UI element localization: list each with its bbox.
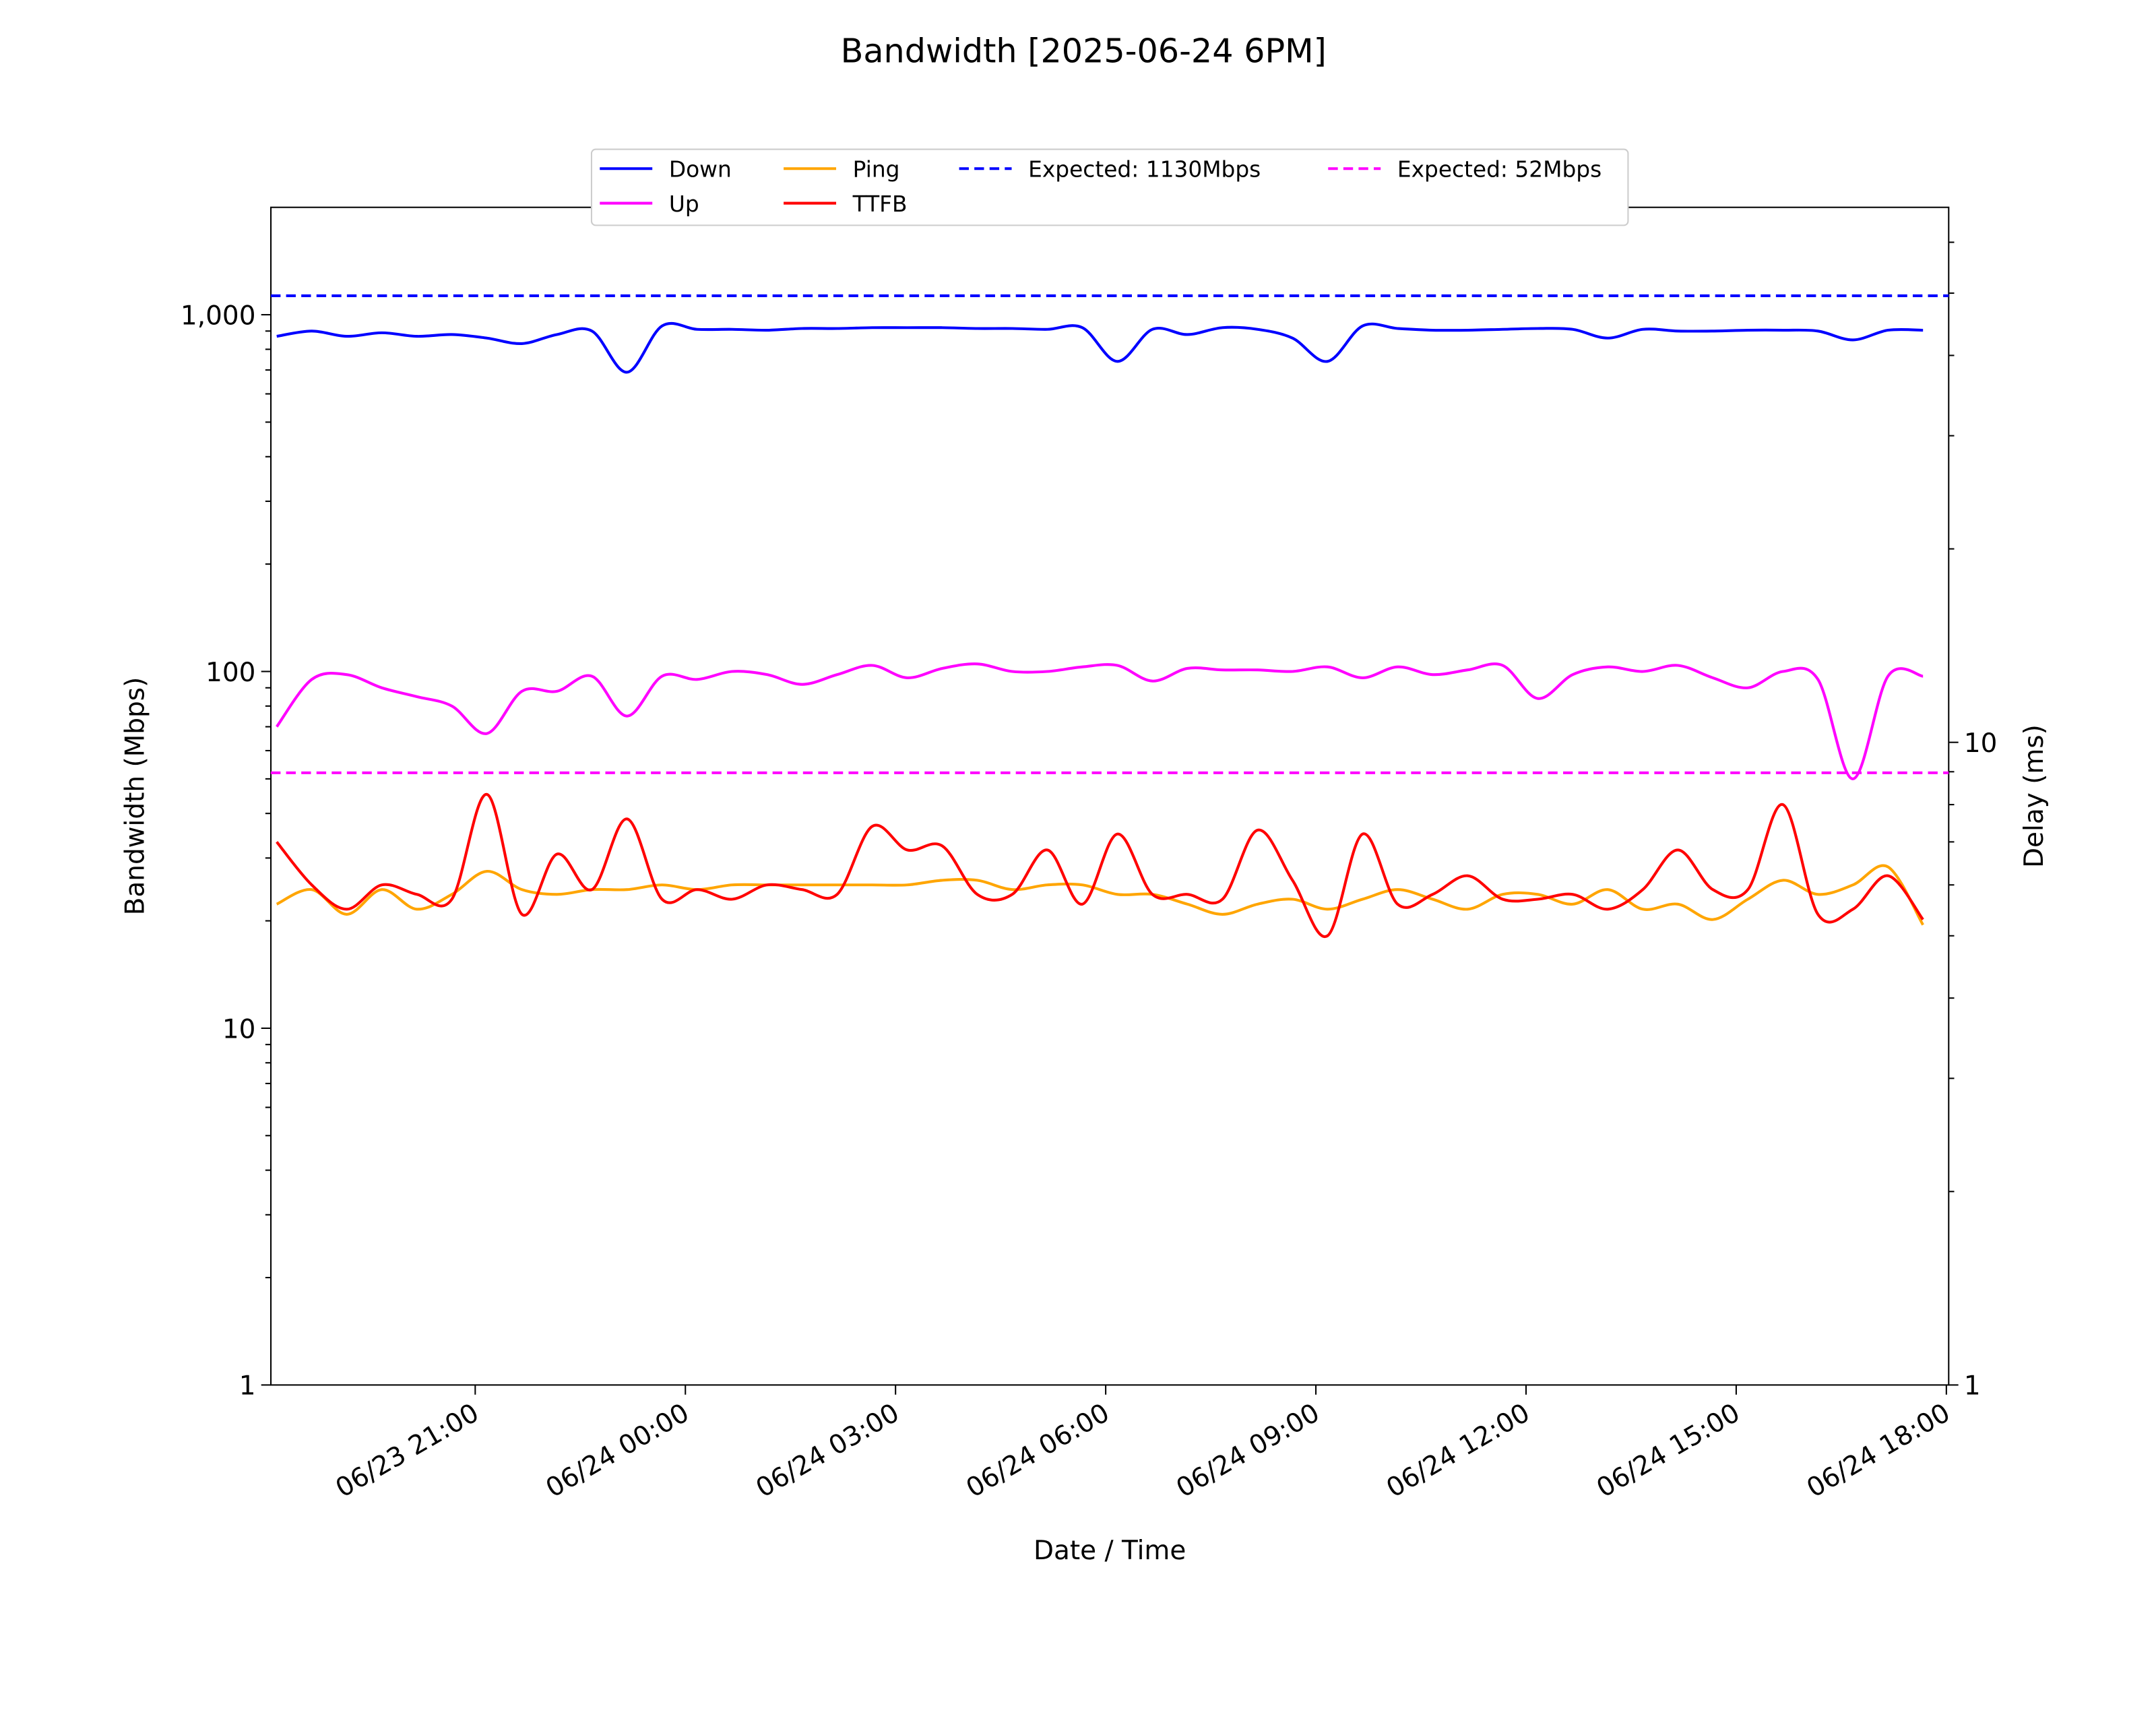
x-axis-label: Date / Time [1034,1536,1186,1566]
y2-tick-label: 10 [1964,728,1998,759]
legend-label: Up [669,191,699,217]
y-tick-label: 100 [205,658,255,688]
y2-tick-label: 1 [1964,1371,1981,1402]
series-line [276,864,1924,926]
series-line [276,321,1924,374]
legend-label: Ping [853,157,900,183]
legend-label: Down [669,157,732,183]
y-tick-label: 1 [239,1371,256,1402]
y-axis-label: Bandwidth (Mbps) [120,677,150,916]
series-line [276,662,1924,780]
y-tick-label: 10 [222,1014,256,1044]
y-tick-label: 1,000 [181,301,256,331]
legend-box [590,148,1629,226]
legend-label: TTFB [852,191,908,217]
y2-axis-label: Delay (ms) [2019,724,2050,868]
series-line [276,792,1924,939]
chart-title: Bandwidth [2025-06-24 6PM] [841,31,1327,70]
legend-label: Expected: 52Mbps [1397,157,1602,183]
legend-label: Expected: 1130Mbps [1028,157,1261,183]
